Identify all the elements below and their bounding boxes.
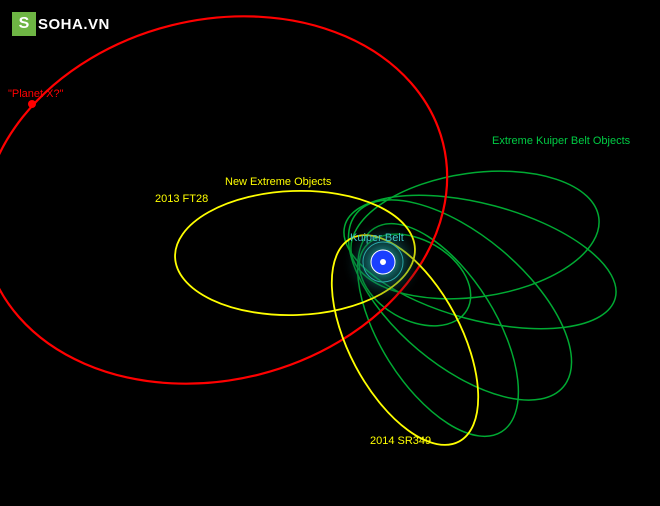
logo-text: SOHA.VN xyxy=(38,16,110,33)
kuiper-belt-label: Kuiper Belt xyxy=(350,232,404,244)
planet-x-label: "Planet X?" xyxy=(8,88,64,100)
site-logo: S SOHA.VN xyxy=(12,12,110,36)
logo-badge: S xyxy=(12,12,36,36)
extreme-kuiper-label: Extreme Kuiper Belt Objects xyxy=(492,135,630,147)
new-extreme-objects-label: New Extreme Objects xyxy=(225,176,331,188)
orbit-label-2014sr349: 2014 SR349 xyxy=(370,435,431,447)
orbit-diagram xyxy=(0,0,660,506)
orbit-label-2013ft28: 2013 FT28 xyxy=(155,193,208,205)
